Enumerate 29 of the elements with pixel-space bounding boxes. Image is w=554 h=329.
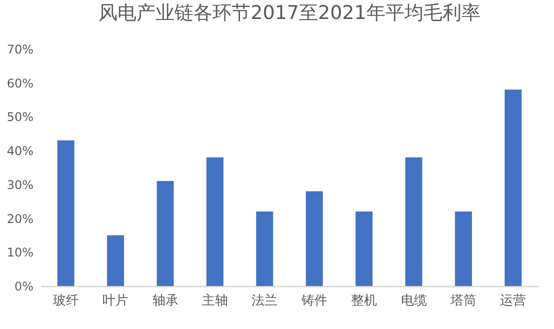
bar <box>256 212 274 286</box>
bar <box>405 157 422 286</box>
x-tick-label: 轴承 <box>152 294 178 308</box>
x-tick-label: 叶片 <box>102 294 129 308</box>
bar <box>306 191 323 286</box>
x-tick-label: 玻纤 <box>52 294 79 308</box>
y-tick-label: 60% <box>6 76 34 90</box>
bar <box>107 235 124 286</box>
x-tick-label: 主轴 <box>202 292 228 308</box>
x-tick-label: 法兰 <box>252 294 278 308</box>
x-tick-label: 整机 <box>351 294 378 308</box>
y-tick-label: 10% <box>6 246 34 260</box>
bar <box>156 181 174 286</box>
y-tick-label: 50% <box>6 110 34 124</box>
bar <box>454 212 472 286</box>
x-tick-label: 铸件 <box>300 294 328 308</box>
bar <box>356 212 373 286</box>
bar <box>504 90 522 286</box>
bar <box>206 157 224 286</box>
x-tick-label: 塔筒 <box>449 294 476 308</box>
y-tick-label: 70% <box>6 42 34 56</box>
x-tick-label: 电缆 <box>400 294 427 308</box>
chart-title: 风电产业链各环节2017至2021年平均毛利率 <box>98 2 480 24</box>
y-tick-label: 20% <box>6 212 34 226</box>
x-tick-label: 运营 <box>500 294 526 308</box>
y-tick-label: 0% <box>14 280 34 294</box>
y-tick-label: 30% <box>6 178 34 192</box>
bar <box>57 140 74 286</box>
y-tick-label: 40% <box>6 144 34 158</box>
